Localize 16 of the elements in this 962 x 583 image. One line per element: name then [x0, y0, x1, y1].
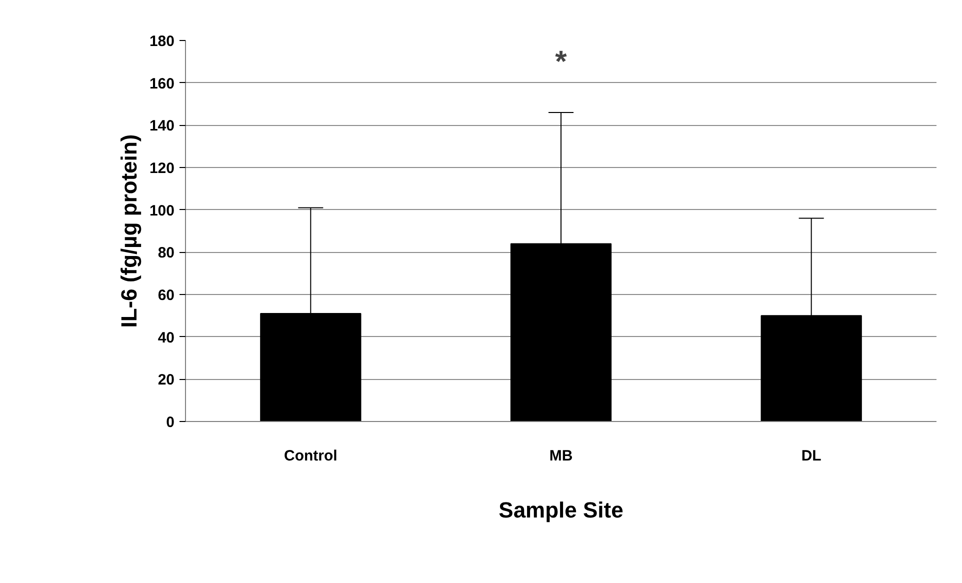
y-tick-label: 0 [166, 414, 174, 431]
annotation: * [555, 45, 568, 78]
x-tick-label: Control [284, 448, 338, 464]
y-tick-label: 180 [149, 33, 175, 50]
y-tick-label: 60 [158, 287, 175, 304]
y-tick-label: 120 [149, 160, 175, 177]
x-axis-title: Sample Site [498, 498, 624, 522]
y-axis-title: IL-6 (fg/µg protein) [116, 134, 142, 328]
y-tick-label: 40 [158, 329, 175, 346]
y-tick-label: 20 [158, 372, 175, 389]
x-tick-label: DL [801, 448, 822, 464]
y-tick-label: 140 [149, 118, 175, 135]
y-tick-label: 100 [149, 202, 175, 220]
y-tick-label: 160 [149, 75, 175, 92]
x-tick-label: MB [549, 448, 573, 464]
y-tick-label: 80 [158, 244, 175, 262]
